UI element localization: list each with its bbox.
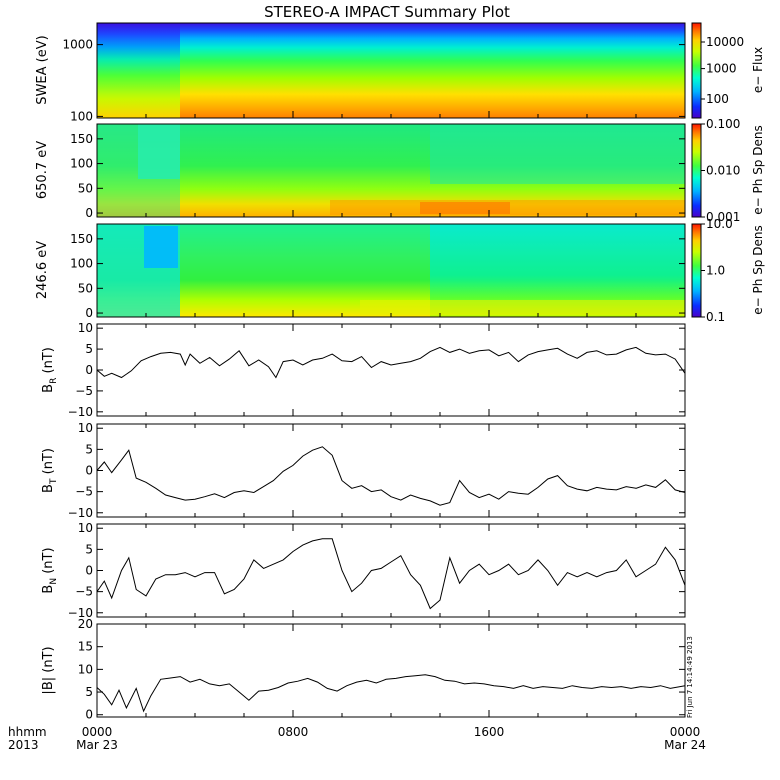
pad246-y-axis: 0 50 100 150 [70,232,686,320]
pad246-colorbar-tick-label: 0.1 [706,310,725,324]
swea-colorbar-ticks: 100 1000 10000 [701,35,744,106]
swea-colorbar-tick-label: 100 [706,92,729,106]
swea-ytick-label: 1000 [62,38,93,52]
br-frame [96,323,686,417]
bmag-ytick-label: 10 [78,662,93,676]
pad246-colorbar-tick-label: 1.0 [706,264,725,278]
bn-ytick-label: −5 [75,585,93,599]
bn-panel: −10 −5 0 5 10 BN (nT) [41,521,686,620]
br-ytick-label: 10 [78,321,93,335]
figure-title: STEREO-A IMPACT Summary Plot [264,3,510,21]
bmag-ytick-label: 15 [78,640,93,654]
xtick-label: 0800 [278,725,309,739]
bt-ytick-label: 10 [78,421,93,435]
pad246-colorbar-label: e− Ph Sp Dens [751,225,765,314]
pad650-colorbar-label: e− Ph Sp Dens [751,125,765,214]
swea-early-interval [97,23,180,118]
pad650-colorbar-tick-label: 0.010 [706,164,740,178]
br-ylabel: BR (nT) [41,347,59,393]
swea-colorbar-tick-label: 10000 [706,35,744,49]
bmag-ytick-label: 20 [78,617,93,631]
bmag-frame [96,623,686,718]
pad650-spectrogram-panel: 0 50 100 150 650.7 eV 0.001 0.010 0.100 e− Ph… [35,117,765,224]
bmag-panel: 0 5 10 15 20 |B| (nT) [41,617,686,722]
swea-ytick-label: 100 [70,109,93,123]
bn-ytick-label: 0 [85,564,93,578]
pad650-orange-core [420,202,510,214]
pad650-early-band [97,124,180,217]
bmag-ytick-label: 5 [85,685,93,699]
br-panel: −10 −5 0 5 10 BR (nT) [41,321,686,419]
bn-ylabel: BN (nT) [41,547,59,593]
bt-ytick-label: 5 [85,442,93,456]
pad246-spectrogram-panel: 0 50 100 150 246.6 eV 0.1 1.0 10.0 e− Ph Sp D… [35,217,765,324]
br-ytick-label: −5 [75,384,93,398]
br-ytick-label: 0 [85,363,93,377]
pad650-colorbar-ticks: 0.001 0.010 0.100 [701,117,740,224]
bn-ytick-label: 5 [85,542,93,556]
pad246-colorbar [691,223,702,318]
br-series-line [96,346,686,379]
pad650-y-axis: 0 50 100 150 [70,132,686,220]
swea-colorbar-label: e− Flux [751,47,765,93]
bmag-ytick-label: 0 [85,708,93,722]
pad650-ylabel: 650.7 eV [35,141,50,199]
pad650-colorbar-tick-label: 0.001 [706,210,740,224]
swea-ylabel: SWEA (eV) [35,35,50,104]
pad650-ytick-label: 100 [70,157,93,171]
bt-series-line [96,446,686,506]
magnetic-field-panels: −10 −5 0 5 10 BR (nT) −10 −5 0 5 10 BT (nT) −10 −5 0 5 1… [41,321,686,722]
pad650-colorbar-tick-label: 0.100 [706,117,740,131]
swea-colorbar [691,22,702,119]
pad650-colorbar [691,123,702,218]
bn-frame [96,523,686,618]
pad246-ylabel: 246.6 eV [35,241,50,299]
bmag-series-line [96,674,686,713]
bt-frame [96,423,686,518]
pad246-ytick-label: 100 [70,257,93,271]
xaxis-prefix-hhmm: hhmm [8,725,47,739]
pad650-ytick-label: 50 [78,181,93,195]
plot-timestamp: Fri Jun 7 14:14:49 2013 [686,636,694,718]
bmag-ylabel: |B| (nT) [41,646,56,694]
bn-ytick-label: 10 [78,521,93,535]
pad246-yellow-band [360,300,685,315]
swea-spectrogram-panel: 100 1000 SWEA (eV) 100 1000 10000 e− Flux [35,22,765,123]
bt-ylabel: BT (nT) [41,448,59,493]
pad650-late-cyan [430,124,685,184]
pad246-dark-patch [144,226,178,268]
pad650-cyan-patch [138,124,180,179]
pad246-ytick-label: 150 [70,232,93,246]
pad650-ytick-label: 150 [70,132,93,146]
pad650-ytick-label: 0 [85,206,93,220]
xtick-date-label: Mar 23 [76,738,118,752]
pad246-ytick-label: 50 [78,281,93,295]
swea-spectrogram-image [97,23,685,118]
swea-colorbar-tick-label: 1000 [706,62,737,76]
bn-ytick-label: −10 [68,606,93,620]
xtick-label: 0000 [82,725,113,739]
swea-y-axis: 100 1000 [62,38,686,123]
bn-series-line [96,538,686,610]
xtick-date-label: Mar 24 [664,738,706,752]
pad246-colorbar-tick-label: 10.0 [706,217,733,231]
bt-ytick-label: 0 [85,464,93,478]
pad246-ytick-label: 0 [85,306,93,320]
pad246-colorbar-ticks: 0.1 1.0 10.0 [701,217,733,324]
bt-ytick-label: −5 [75,485,93,499]
xtick-label: 0000 [670,725,701,739]
xaxis-prefix-year: 2013 [8,738,39,752]
bt-panel: −10 −5 0 5 10 BT (nT) [41,421,686,520]
bt-ytick-label: −10 [68,506,93,520]
br-ytick-label: −10 [68,405,93,419]
xtick-label: 1600 [474,725,505,739]
br-ytick-label: 5 [85,342,93,356]
